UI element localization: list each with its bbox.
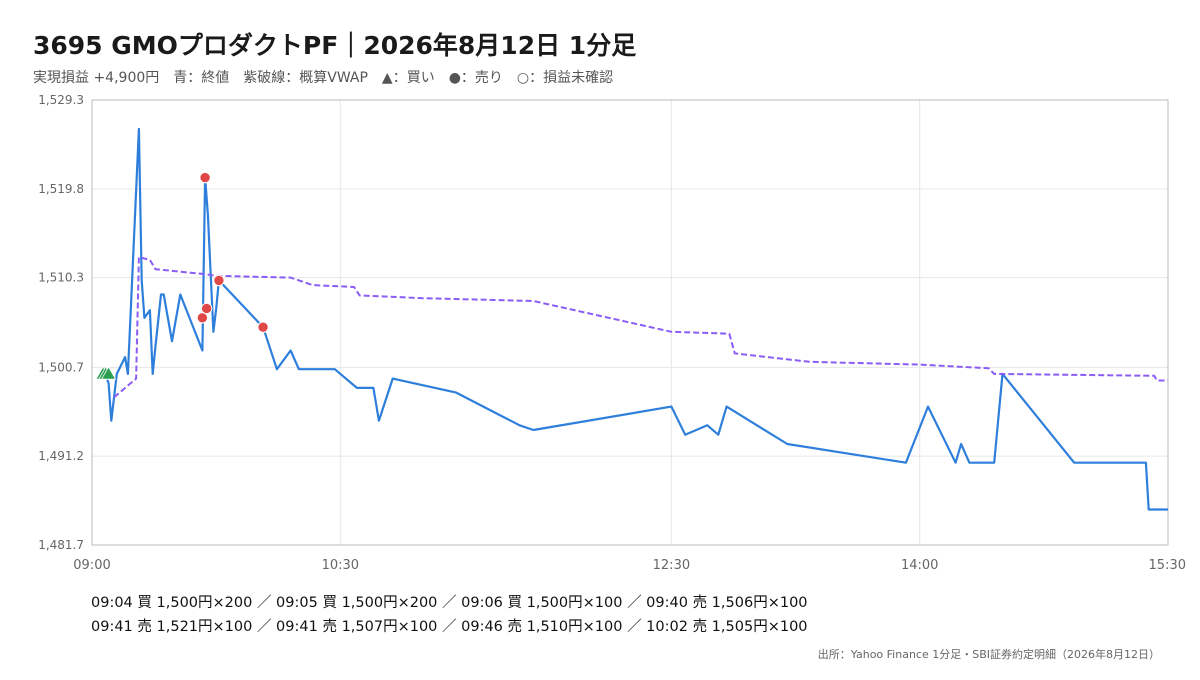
x-tick-label: 14:00: [901, 558, 938, 573]
close-price-line: [101, 127, 1168, 511]
buy-marker: [100, 366, 117, 380]
sell-marker: [213, 274, 225, 287]
series-layer: [101, 127, 1168, 511]
y-tick-label: 1,510.3: [38, 271, 84, 285]
x-tick-label: 15:30: [1149, 558, 1186, 573]
vwap-dashed-line: [113, 256, 1168, 399]
y-tick-label: 1,529.3: [38, 93, 84, 107]
x-tick-label: 09:00: [73, 558, 110, 573]
source-note: 出所：Yahoo Finance 1分足・SBI証券約定明細（2026年8月12…: [817, 648, 1160, 661]
plot-frame: [91, 99, 1169, 546]
sell-marker: [257, 321, 269, 333]
axis-layer: 1,529.3 1,519.8 1,510.3 1,500.7 1,491.2 1,481…: [38, 93, 1186, 573]
sell-marker: [199, 171, 211, 184]
y-tick-label: 1,500.7: [38, 360, 84, 374]
sell-marker: [196, 312, 209, 324]
y-tick-label: 1,519.8: [38, 182, 84, 196]
trade-summary-line-1: 09:04 買 1,500円×200 ／ 09:05 買 1,500円×200 …: [91, 595, 808, 611]
y-tick-label: 1,481.7: [38, 538, 84, 552]
marker-layer: [95, 171, 269, 380]
sell-marker: [200, 302, 213, 315]
chart-subtitle-legend: 実現損益 +4,900円 青：終値 紫破線：概算VWAP ▲：買い ●：売り ○…: [33, 70, 614, 86]
y-tick-label: 1,491.2: [38, 449, 84, 463]
x-tick-label: 12:30: [653, 558, 690, 573]
trade-summary-line-2: 09:41 売 1,521円×100 ／ 09:41 売 1,507円×100 …: [91, 619, 808, 635]
grid-layer: [92, 100, 1168, 545]
x-tick-label: 10:30: [322, 558, 359, 573]
chart-title: 3695 GMOプロダクトPF｜2026年8月12日 1分足: [33, 31, 637, 60]
